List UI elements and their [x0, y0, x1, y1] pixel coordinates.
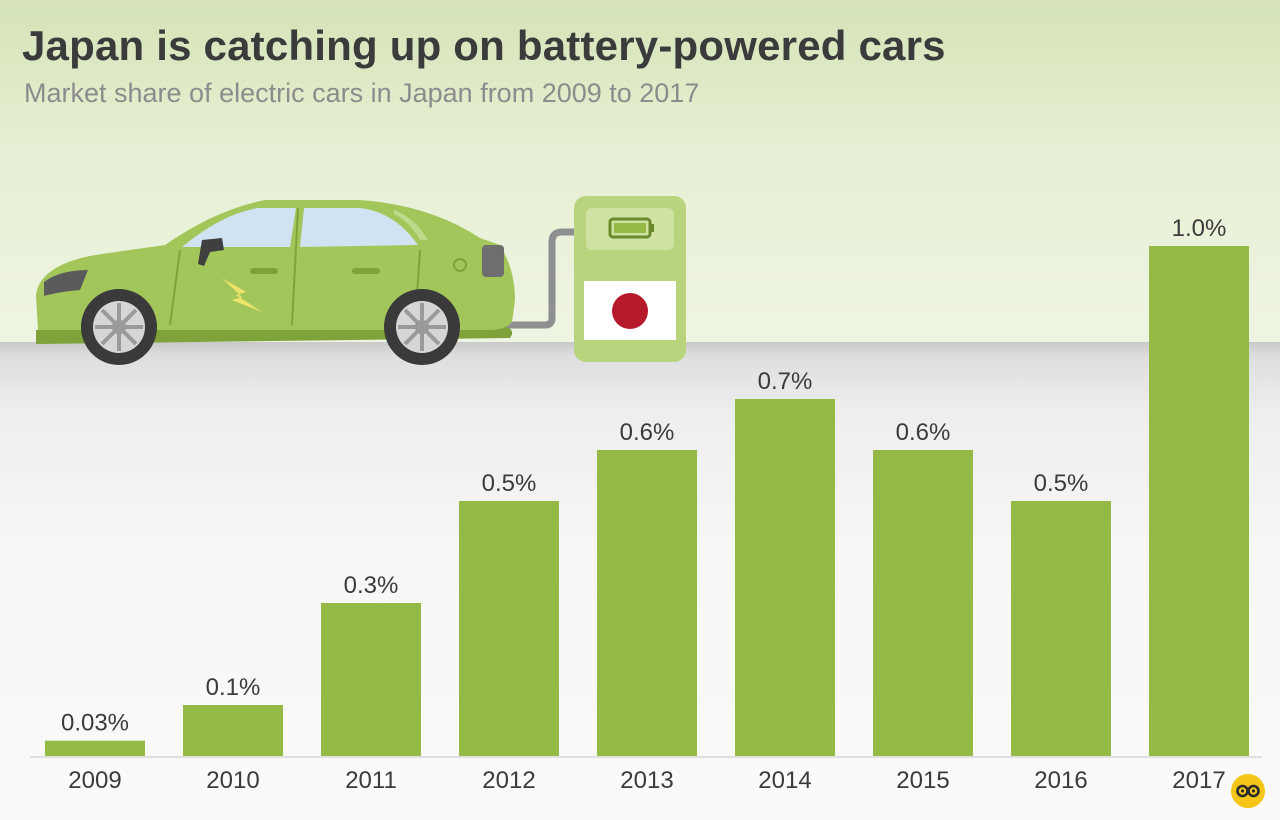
data-label-2013: 0.6% [620, 419, 675, 446]
chart-title: Japan is catching up on battery-powered … [22, 22, 946, 69]
x-tick-label-2009: 2009 [68, 767, 121, 794]
x-tick-label-2015: 2015 [896, 767, 949, 794]
data-label-2016: 0.5% [1034, 470, 1089, 497]
data-label-2012: 0.5% [482, 470, 537, 497]
data-label-2009: 0.03% [61, 710, 129, 737]
data-label-2011: 0.3% [344, 572, 399, 599]
bar-2012 [459, 501, 559, 756]
bar-2016 [1011, 501, 1111, 756]
data-label-2010: 0.1% [206, 674, 261, 701]
bar-2010 [183, 705, 283, 756]
x-tick-label-2010: 2010 [206, 767, 259, 794]
chart-subtitle: Market share of electric cars in Japan f… [24, 78, 700, 108]
bar-2017 [1149, 246, 1249, 756]
bar-2011 [321, 603, 421, 756]
bar-2013 [597, 450, 697, 756]
x-tick-label-2011: 2011 [345, 767, 397, 794]
japan-flag-icon [584, 281, 676, 340]
x-tick-label-2016: 2016 [1034, 767, 1087, 794]
statista-logo-icon [1231, 774, 1265, 808]
x-tick-label-2013: 2013 [620, 767, 673, 794]
data-label-2015: 0.6% [896, 419, 951, 446]
x-tick-label-2014: 2014 [758, 767, 811, 794]
x-tick-label-2012: 2012 [482, 767, 535, 794]
x-tick-label-2017: 2017 [1172, 767, 1225, 794]
bar-2015 [873, 450, 973, 756]
bar-2014 [735, 399, 835, 756]
bar-2009 [45, 740, 145, 756]
data-label-2014: 0.7% [758, 368, 813, 395]
electric-car-charging-icon [36, 196, 686, 365]
data-label-2017: 1.0% [1172, 215, 1227, 242]
